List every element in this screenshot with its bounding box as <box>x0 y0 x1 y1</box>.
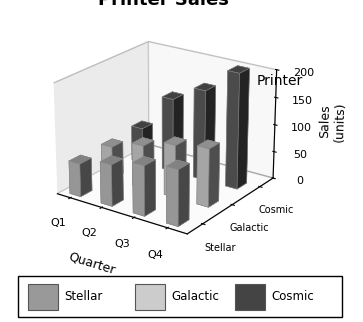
Bar <box>135 284 165 310</box>
Text: Galactic: Galactic <box>171 290 219 303</box>
Text: Stellar: Stellar <box>65 290 103 303</box>
Title: Printer Sales: Printer Sales <box>98 0 229 9</box>
X-axis label: Quarter: Quarter <box>66 250 117 277</box>
Bar <box>28 284 58 310</box>
Bar <box>235 284 265 310</box>
Text: Cosmic: Cosmic <box>272 290 314 303</box>
Text: Printer: Printer <box>256 74 303 89</box>
FancyBboxPatch shape <box>18 276 342 317</box>
